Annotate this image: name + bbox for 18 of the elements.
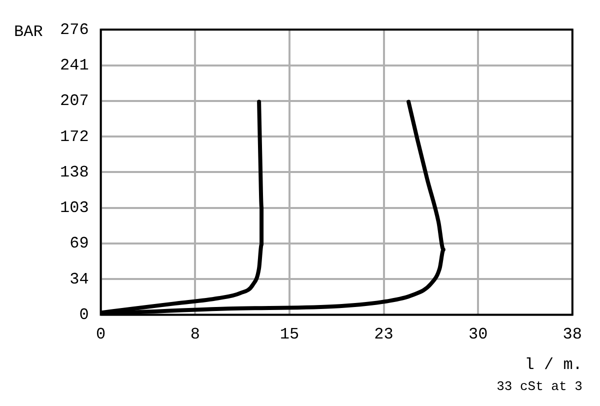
x-axis-title: l / m. xyxy=(524,356,582,374)
y-tick-label: 0 xyxy=(79,306,89,324)
y-axis-title: BAR xyxy=(14,22,44,41)
x-tick-label: 8 xyxy=(190,326,200,344)
y-tick-label: 34 xyxy=(70,270,89,288)
x-tick-label: 30 xyxy=(468,326,488,344)
x-tick-label: 15 xyxy=(280,326,300,344)
y-tick-label: 103 xyxy=(60,199,89,218)
text: 33 cSt at 3 xyxy=(496,379,582,394)
x-tick-label: 0 xyxy=(96,326,106,344)
y-tick-label: 241 xyxy=(60,56,89,75)
y-tick-label: 69 xyxy=(70,234,89,253)
x-tick-label: 38 xyxy=(562,326,582,344)
y-tick-label: 138 xyxy=(60,163,89,182)
y-tick-label: 172 xyxy=(60,128,89,146)
y-tick-label: 276 xyxy=(60,20,89,39)
x-tick-label: 23 xyxy=(374,326,394,344)
y-tick-label: 207 xyxy=(60,92,89,110)
